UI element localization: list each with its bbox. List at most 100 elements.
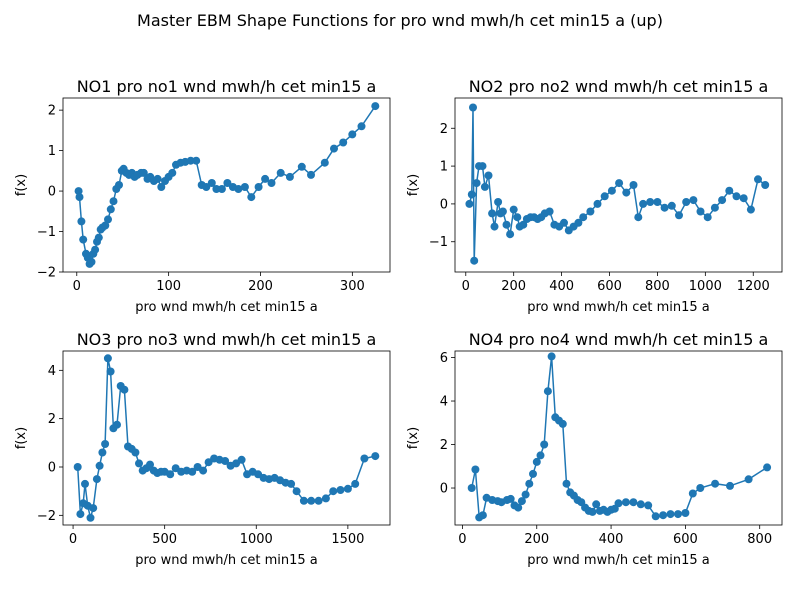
data-point: [467, 484, 476, 492]
data-point: [109, 197, 118, 206]
data-point: [371, 102, 380, 111]
data-point: [593, 199, 602, 208]
data-point: [212, 185, 221, 193]
x-tick-label: 100: [156, 279, 181, 294]
subplot-no1: NO1 pro no1 wnd mwh/h cet min15 a 0 100 200…: [14, 77, 391, 315]
data-point: [188, 467, 197, 476]
data-point: [106, 367, 115, 376]
data-point: [470, 256, 479, 265]
data-point: [89, 504, 98, 513]
data-point: [465, 199, 474, 208]
data-point: [86, 513, 95, 522]
y-tick-label: −2: [37, 266, 56, 281]
x-tick-label: 0: [458, 532, 466, 547]
data-point: [91, 245, 100, 254]
data-point: [76, 510, 85, 519]
data-point: [357, 122, 366, 131]
data-point: [131, 448, 140, 457]
data-point: [106, 205, 115, 214]
subplot-title: NO2 pro no2 wnd mwh/h cet min15 a: [469, 77, 769, 96]
data-point: [146, 460, 154, 469]
data-point: [135, 459, 143, 468]
x-tick-label: 0: [462, 279, 470, 294]
data-point: [207, 179, 216, 187]
data-point: [104, 215, 112, 224]
data-point: [471, 465, 480, 474]
data-point: [166, 470, 175, 479]
data-point: [186, 156, 195, 165]
data-point: [299, 496, 308, 505]
data-point: [703, 213, 712, 222]
data-point: [517, 497, 526, 506]
data-point: [202, 183, 211, 191]
data-point: [509, 205, 518, 214]
data-point: [502, 220, 511, 229]
data-point: [532, 457, 541, 466]
data-point: [73, 463, 82, 471]
data-point: [592, 500, 601, 509]
subplot-title: NO1 pro no1 wnd mwh/h cet min15 a: [77, 77, 377, 96]
data-point: [81, 479, 89, 488]
y-tick-label: 2: [440, 122, 448, 137]
data-point: [343, 484, 352, 493]
x-tick-label: 0: [73, 279, 81, 294]
data-point: [192, 156, 201, 165]
data-point: [307, 170, 315, 179]
y-axis-label: f(x): [406, 174, 421, 196]
y-axis-label: f(x): [14, 174, 29, 196]
data-point: [247, 193, 256, 202]
data-point: [696, 484, 705, 492]
data-point: [157, 183, 166, 191]
data-point: [675, 211, 683, 220]
data-point: [217, 185, 226, 193]
series-line: [470, 356, 768, 519]
data-point: [525, 479, 534, 488]
data-point: [629, 181, 638, 189]
plot-frame: [62, 350, 391, 526]
data-point: [634, 213, 643, 222]
data-point: [660, 203, 669, 212]
x-tick-label: 1200: [737, 279, 770, 294]
data-point: [514, 503, 523, 512]
data-point: [153, 174, 162, 183]
y-tick-label: −1: [37, 225, 56, 240]
data-point: [667, 201, 676, 210]
data-point: [101, 221, 110, 230]
data-point: [543, 387, 552, 396]
data-point: [287, 479, 296, 488]
y-tick-label: −2: [37, 509, 56, 524]
y-tick-label: 2: [48, 104, 56, 119]
data-point: [579, 213, 588, 222]
y-tick-label: 6: [440, 351, 448, 366]
data-point: [113, 420, 121, 429]
data-point: [490, 222, 499, 231]
data-point: [168, 168, 177, 177]
y-tick-label: 1: [48, 144, 56, 159]
y-tick-label: 2: [48, 412, 56, 427]
data-point: [560, 218, 568, 227]
subplot-no3: NO3 pro no3 wnd mwh/h cet min15 a 0 500 100…: [14, 330, 391, 568]
x-tick-label: 200: [501, 279, 526, 294]
data-point: [696, 207, 705, 216]
data-point: [240, 183, 249, 191]
y-tick-label: 2: [440, 438, 448, 453]
data-point: [79, 235, 88, 244]
data-point: [744, 475, 753, 484]
x-tick-label: 1000: [240, 532, 273, 547]
plot-frame: [454, 350, 783, 526]
data-point: [221, 457, 230, 465]
data-point: [689, 196, 698, 205]
data-point: [480, 182, 489, 191]
y-tick-label: 0: [440, 197, 448, 212]
x-axis-label: pro wnd mwh/h cet min15 a: [135, 300, 317, 315]
y-axis-label: f(x): [14, 427, 29, 449]
data-point: [292, 487, 301, 496]
data-point: [666, 510, 675, 519]
data-point: [120, 385, 129, 394]
data-point: [558, 419, 567, 428]
data-point: [351, 479, 360, 488]
subplot-title: NO4 pro no4 wnd mwh/h cet min15 a: [469, 330, 769, 349]
data-point: [659, 511, 668, 520]
data-point: [330, 144, 338, 153]
